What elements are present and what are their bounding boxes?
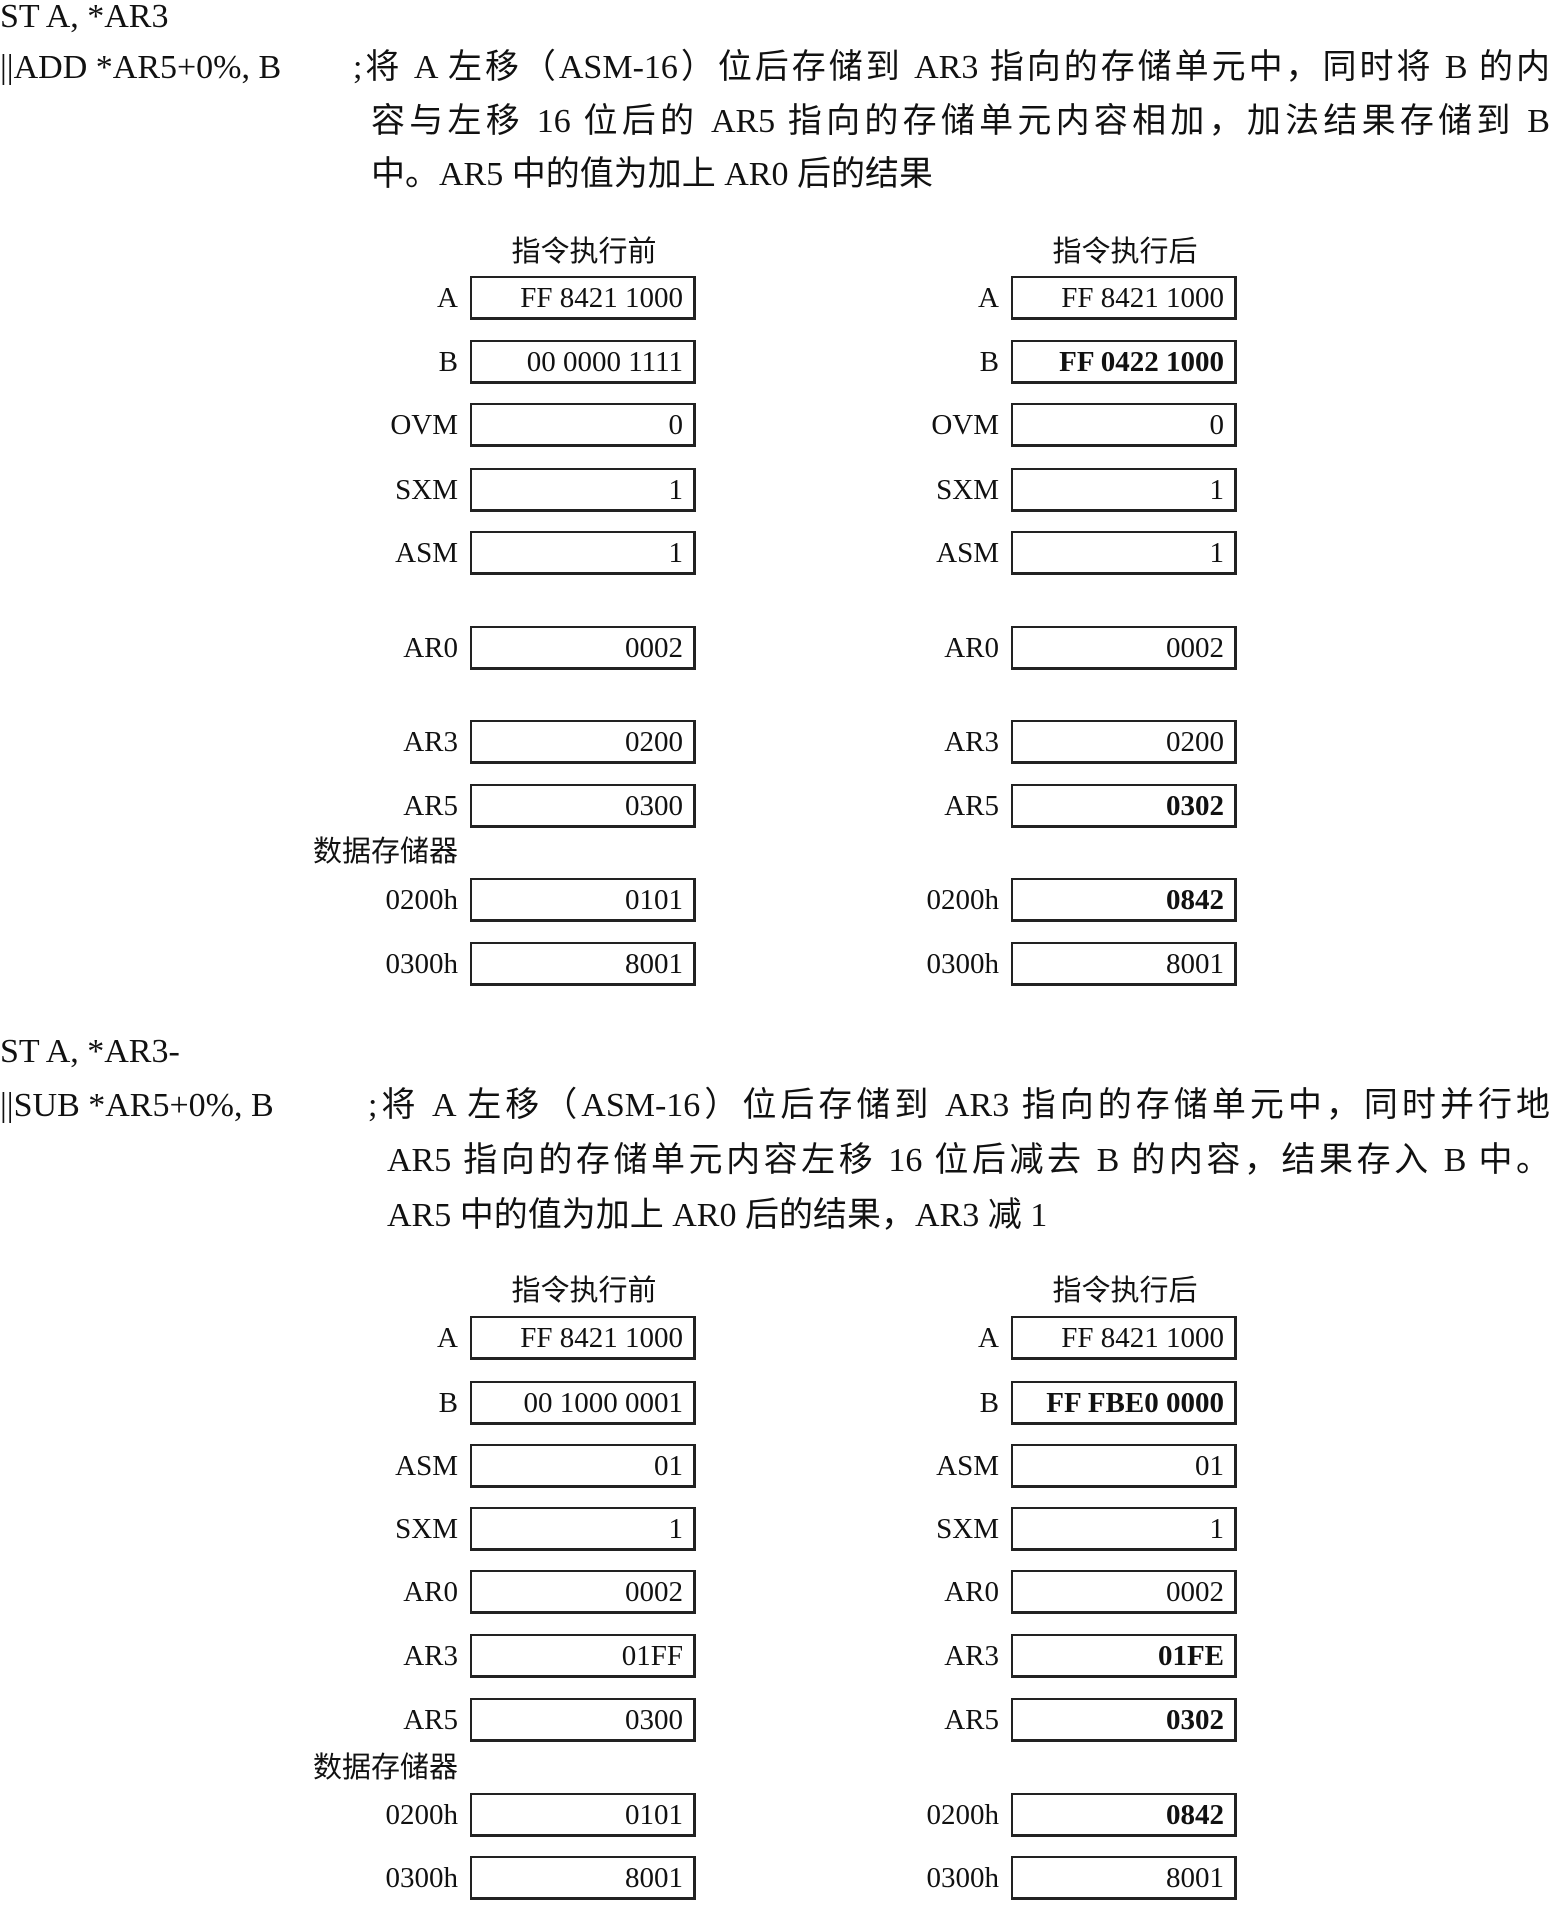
comment-line: ;将 A 左移（ASM-16）位后存储到 AR3 指向的存储单元中，同时并行地: [368, 1087, 1550, 1124]
value-before-box: 0200: [470, 720, 696, 764]
register-label: AR5: [403, 1704, 458, 1736]
value-after-box: 1: [1011, 1507, 1237, 1551]
value-before-box: FF 8421 1000: [470, 276, 696, 320]
value-before-box: 1: [470, 468, 696, 512]
value-before-box: 0002: [470, 626, 696, 670]
value-after-box: 0002: [1011, 626, 1237, 670]
value-before-box: 0: [470, 403, 696, 447]
value-before-box: 0002: [470, 1570, 696, 1614]
comment-line: AR5 中的值为加上 AR0 后的结果，AR3 减 1: [387, 1197, 1048, 1234]
value-after-box: 8001: [1011, 942, 1237, 986]
value-before-box: 0101: [470, 1793, 696, 1837]
value-after-box: 01FE: [1011, 1634, 1237, 1678]
register-label: SXM: [936, 1513, 999, 1545]
value-before-box: 8001: [470, 1856, 696, 1900]
value-before-box: 01FF: [470, 1634, 696, 1678]
instruction-line: ||SUB *AR5+0%, B: [0, 1087, 274, 1124]
value-after-box: 1: [1011, 468, 1237, 512]
value-before-box: FF 8421 1000: [470, 1316, 696, 1360]
register-label: AR0: [403, 1576, 458, 1608]
register-label: AR0: [944, 632, 999, 664]
value-before-box: 0101: [470, 878, 696, 922]
value-after-box: FF 0422 1000: [1011, 340, 1237, 384]
register-label: 0300h: [385, 1862, 459, 1894]
register-label: B: [438, 1387, 458, 1419]
value-before-box: 0300: [470, 1698, 696, 1742]
before-header: 指令执行前: [511, 1275, 657, 1307]
before-header: 指令执行前: [511, 236, 657, 268]
value-before-box: 8001: [470, 942, 696, 986]
value-before-box: 1: [470, 531, 696, 575]
register-label: AR3: [403, 1640, 458, 1672]
register-label: B: [979, 1387, 999, 1419]
value-after-box: FF 8421 1000: [1011, 276, 1237, 320]
instruction-line: ||ADD *AR5+0%, B: [0, 49, 282, 86]
comment-line: 中。AR5 中的值为加上 AR0 后的结果: [371, 156, 933, 193]
register-label: 0200h: [926, 1799, 1000, 1831]
register-label: AR0: [403, 632, 458, 664]
register-label: B: [979, 346, 999, 378]
register-label: ASM: [395, 537, 458, 569]
register-label: 0200h: [926, 884, 1000, 916]
value-before-box: 01: [470, 1444, 696, 1488]
instruction-line: ST A, *AR3-: [0, 1033, 180, 1070]
comment-line: ;将 A 左移（ASM-16）位后存储到 AR3 指向的存储单元中，同时将 B …: [353, 49, 1550, 86]
register-label: 0300h: [926, 1862, 1000, 1894]
value-before-box: 0300: [470, 784, 696, 828]
value-after-box: 0: [1011, 403, 1237, 447]
register-label: ASM: [936, 1450, 999, 1482]
value-before-box: 1: [470, 1507, 696, 1551]
register-label: ASM: [395, 1450, 458, 1482]
value-after-box: 0002: [1011, 1570, 1237, 1614]
register-label: OVM: [390, 409, 458, 441]
register-label: A: [437, 1322, 458, 1354]
value-after-box: 0842: [1011, 1793, 1237, 1837]
value-after-box: FF FBE0 0000: [1011, 1381, 1237, 1425]
register-label: AR3: [944, 726, 999, 758]
register-label: 0300h: [926, 948, 1000, 980]
memory-label: 数据存储器: [312, 836, 458, 868]
value-before-box: 00 1000 0001: [470, 1381, 696, 1425]
register-label: A: [978, 1322, 999, 1354]
value-after-box: 0302: [1011, 1698, 1237, 1742]
memory-label: 数据存储器: [312, 1752, 458, 1784]
register-label: A: [978, 282, 999, 314]
value-after-box: 0200: [1011, 720, 1237, 764]
register-label: AR5: [944, 790, 999, 822]
instruction-line: ST A, *AR3: [0, 0, 169, 35]
register-label: 0200h: [385, 1799, 459, 1831]
value-after-box: 0302: [1011, 784, 1237, 828]
after-header: 指令执行后: [1052, 236, 1198, 268]
register-label: AR3: [944, 1640, 999, 1672]
register-label: SXM: [395, 1513, 458, 1545]
value-after-box: FF 8421 1000: [1011, 1316, 1237, 1360]
value-after-box: 8001: [1011, 1856, 1237, 1900]
register-label: AR5: [403, 790, 458, 822]
register-label: 0300h: [385, 948, 459, 980]
register-label: AR3: [403, 726, 458, 758]
value-after-box: 1: [1011, 531, 1237, 575]
register-label: AR0: [944, 1576, 999, 1608]
register-label: SXM: [936, 474, 999, 506]
value-before-box: 00 0000 1111: [470, 340, 696, 384]
after-header: 指令执行后: [1052, 1275, 1198, 1307]
value-after-box: 0842: [1011, 878, 1237, 922]
register-label: AR5: [944, 1704, 999, 1736]
value-after-box: 01: [1011, 1444, 1237, 1488]
register-label: B: [438, 346, 458, 378]
register-label: ASM: [936, 537, 999, 569]
register-label: SXM: [395, 474, 458, 506]
register-label: OVM: [931, 409, 999, 441]
comment-line: 容与左移 16 位后的 AR5 指向的存储单元内容相加，加法结果存储到 B: [371, 103, 1550, 140]
register-label: A: [437, 282, 458, 314]
comment-line: AR5 指向的存储单元内容左移 16 位后减去 B 的内容，结果存入 B 中。: [387, 1142, 1550, 1179]
register-label: 0200h: [385, 884, 459, 916]
